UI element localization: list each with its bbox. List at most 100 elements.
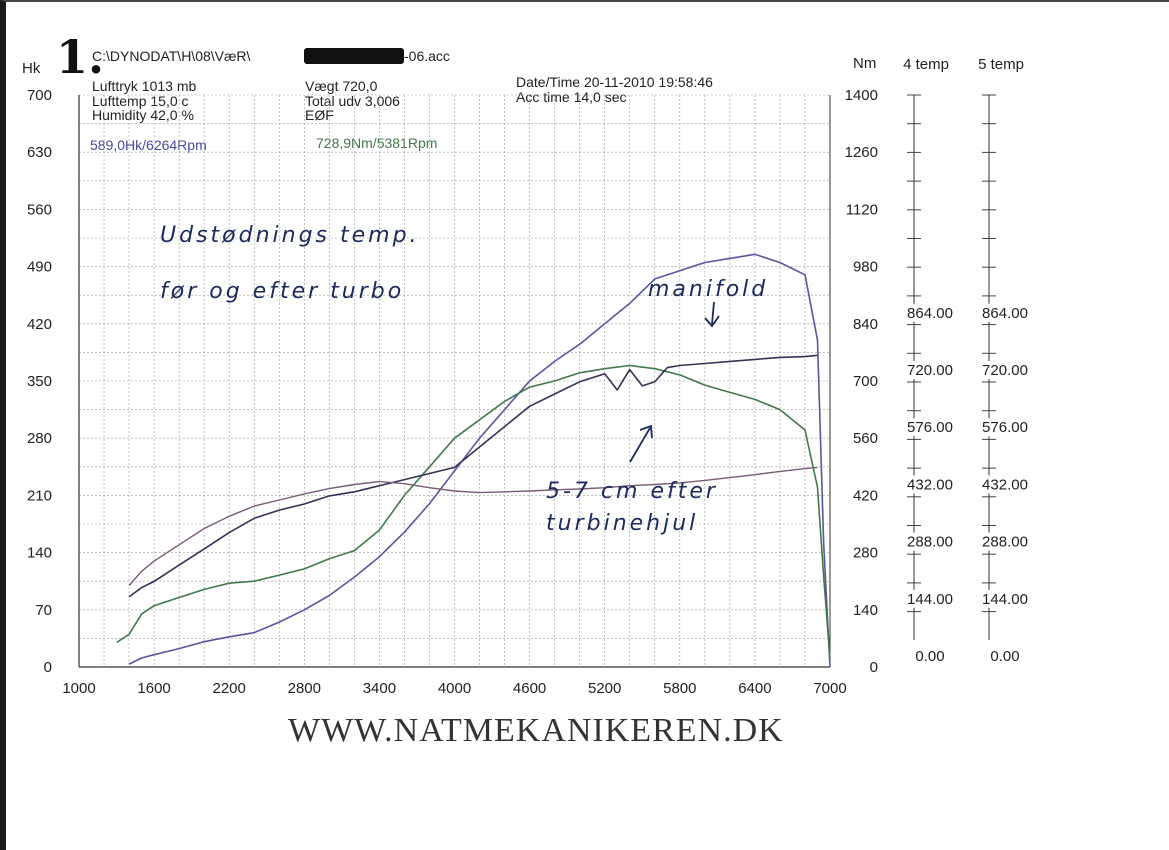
y-right-tick-label: 840 xyxy=(853,316,878,333)
y-right-tick-label: 0 xyxy=(870,659,878,676)
plot-grid xyxy=(78,94,831,668)
series-power xyxy=(128,253,831,668)
x-tick-label: 1000 xyxy=(62,680,95,697)
y-right-tick-label: 1400 xyxy=(845,87,878,104)
temp-tick-bg xyxy=(975,303,1035,322)
y-left-tick-label: 420 xyxy=(27,316,52,333)
annotation-title-line2: før og efter turbo xyxy=(160,279,404,304)
x-tick-label: 5200 xyxy=(588,680,621,697)
temp-tick-label: 144.00 xyxy=(907,591,953,608)
y-left-tick-label: 630 xyxy=(27,144,52,161)
y-right-tick-label: 1260 xyxy=(845,144,878,161)
temp-tick-label: 432.00 xyxy=(982,476,1028,493)
temp-tick-bg xyxy=(900,303,960,322)
series-lines xyxy=(116,253,831,668)
file-path-suffix: -06.acc xyxy=(404,48,450,64)
temp-tick-label: 576.00 xyxy=(907,419,953,436)
air-temperature: Lufttemp 15,0 c xyxy=(92,93,189,109)
temp-tick-label: 0.00 xyxy=(915,648,944,665)
temp-tick-bg xyxy=(900,418,960,437)
after-turbo-arrowhead xyxy=(639,424,653,439)
peak-power-label: 589,0Hk/6264Rpm xyxy=(90,137,207,153)
series-after_turbo xyxy=(128,466,818,586)
y-right-tick-label: 560 xyxy=(853,430,878,447)
temp-tick-label: 576.00 xyxy=(982,419,1028,436)
temp-tick-label: 864.00 xyxy=(982,305,1028,322)
annotation-title-line1: Udstødnings temp. xyxy=(160,223,420,248)
y-left-tick-label: 140 xyxy=(27,545,52,562)
x-tick-label: 4000 xyxy=(438,680,471,697)
temp-tick-bg xyxy=(900,647,960,665)
peak-torque-label: 728,9Nm/5381Rpm xyxy=(316,135,438,151)
x-tick-label: 3400 xyxy=(363,680,396,697)
temp-tick-label: 720.00 xyxy=(907,362,953,379)
y-right-tick-label: 1120 xyxy=(846,201,878,218)
series-torque xyxy=(116,364,831,659)
temperature-axes: 4 temp 0.00 144.00 288.00 432.00 576.00 720.00… xyxy=(900,56,1035,665)
date-time: Date/Time 20-11-2010 19:58:46 xyxy=(516,74,713,90)
annotation-after-line2: turbinehjul xyxy=(546,511,698,536)
y-right-tick-label: 140 xyxy=(853,602,878,619)
handwritten-sheet-number: 1. xyxy=(56,30,105,84)
redaction-bar xyxy=(304,48,404,64)
y-left-unit: Hk xyxy=(22,60,41,77)
x-tick-label: 2800 xyxy=(288,680,321,697)
temp-tick-bg xyxy=(975,589,1035,608)
x-tick-label: 1600 xyxy=(137,680,170,697)
x-tick-label: 7000 xyxy=(813,680,846,697)
annotation-manifold: manifold xyxy=(648,277,768,302)
after-turbo-arrow xyxy=(629,427,651,463)
temp-tick-bg xyxy=(900,589,960,608)
annotation-after-line1: 5-7 cm efter xyxy=(546,479,718,504)
y-right-unit: Nm xyxy=(853,55,876,72)
weight: Vægt 720,0 xyxy=(305,78,378,94)
temp-axis-title: 4 temp xyxy=(903,56,949,73)
temp-tick-label: 864.00 xyxy=(907,305,953,322)
temp-tick-label: 144.00 xyxy=(982,591,1028,608)
humidity: Humidity 42,0 % xyxy=(92,107,194,123)
series-manifold xyxy=(128,354,818,598)
manifold-arrowhead xyxy=(704,315,720,328)
y-left-tick-label: 70 xyxy=(35,602,52,619)
y-left-tick-label: 350 xyxy=(27,373,52,390)
temp-tick-bg xyxy=(975,647,1035,665)
temp-tick-label: 288.00 xyxy=(907,534,953,551)
temp-axis-title: 5 temp xyxy=(978,56,1024,73)
temp-tick-bg xyxy=(975,532,1035,551)
air-pressure: Lufttryk 1013 mb xyxy=(92,78,197,94)
temp-tick-label: 0.00 xyxy=(990,648,1019,665)
x-tick-label: 6400 xyxy=(738,680,771,697)
manifold-arrow xyxy=(711,301,715,325)
y-right-tick-label: 700 xyxy=(853,373,878,390)
temp-tick-bg xyxy=(900,532,960,551)
y-left-tick-label: 210 xyxy=(27,487,52,504)
y-left-tick-label: 560 xyxy=(27,201,52,218)
temp-tick-bg xyxy=(900,361,960,379)
axes: Hk 0 70 140 210 280 350 420 490 560 630 700 Nm 0 140 28… xyxy=(22,55,878,697)
eof-flag: EØF xyxy=(305,107,334,123)
temp-tick-label: 288.00 xyxy=(982,534,1028,551)
x-tick-label: 2200 xyxy=(213,680,246,697)
y-right-tick-label: 280 xyxy=(853,545,878,562)
y-left-tick-label: 700 xyxy=(27,87,52,104)
y-left-tick-label: 280 xyxy=(27,430,52,447)
temp-tick-label: 720.00 xyxy=(982,362,1028,379)
y-left-tick-label: 0 xyxy=(44,659,52,676)
file-path-prefix: C:\DYNODAT\H\08\VæR\ xyxy=(92,48,251,64)
y-right-tick-label: 420 xyxy=(853,487,878,504)
temp-tick-bg xyxy=(975,475,1035,494)
acc-time: Acc time 14,0 sec xyxy=(516,89,627,105)
temp-tick-bg xyxy=(975,361,1035,379)
y-right-tick-label: 980 xyxy=(853,259,878,276)
x-tick-label: 4600 xyxy=(513,680,546,697)
temp-tick-bg xyxy=(900,475,960,494)
footer-url: WWW.NATMEKANIKEREN.DK xyxy=(288,712,784,749)
annotation-arrows xyxy=(629,301,720,463)
temp-tick-label: 432.00 xyxy=(907,476,953,493)
x-tick-label: 5800 xyxy=(663,680,696,697)
y-left-tick-label: 490 xyxy=(27,259,52,276)
temp-tick-bg xyxy=(975,418,1035,437)
total-ratio: Total udv 3,006 xyxy=(305,93,400,109)
